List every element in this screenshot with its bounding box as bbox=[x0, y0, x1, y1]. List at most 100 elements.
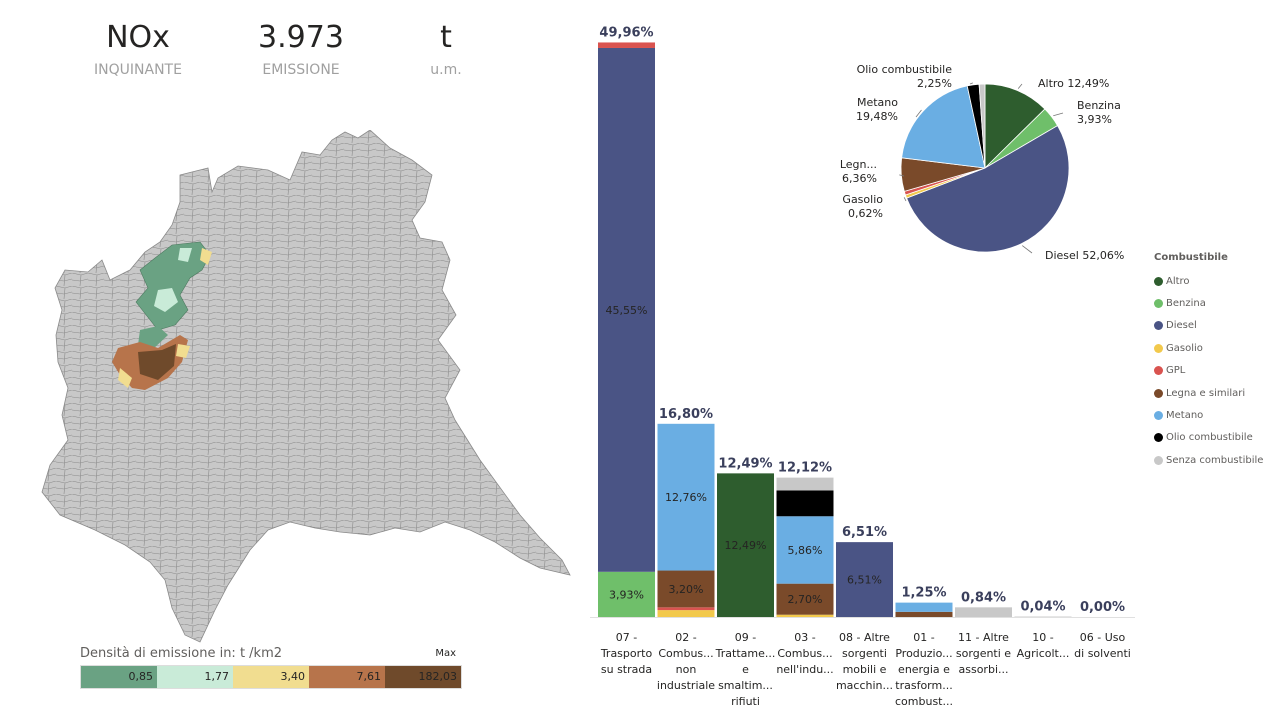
density-legend: Densità di emissione in: t /km2 Max 0,85… bbox=[80, 646, 462, 689]
pie-slice-label: 0,62% bbox=[848, 207, 883, 220]
legend-dot-icon bbox=[1154, 433, 1163, 443]
bar-category-label: macchin... bbox=[836, 679, 893, 692]
bar-category-label: industriale bbox=[657, 679, 715, 692]
bar-segment[interactable] bbox=[776, 477, 834, 491]
bar-total-label: 0,04% bbox=[1020, 600, 1065, 615]
pie-leader-line bbox=[1022, 245, 1033, 254]
bar-segment[interactable] bbox=[955, 607, 1012, 617]
bar-segment[interactable] bbox=[776, 583, 834, 615]
density-legend-title: Densità di emissione in: t /km2 bbox=[80, 646, 283, 661]
pie-slice-label: Olio combustibile bbox=[857, 63, 953, 76]
bar-segment-label: 2,70% bbox=[788, 593, 823, 606]
legend-item[interactable]: GPL bbox=[1154, 360, 1263, 382]
region-map[interactable] bbox=[40, 130, 575, 645]
legend-label: GPL bbox=[1166, 365, 1186, 377]
kpi-um: t u.m. bbox=[366, 18, 526, 78]
pie-slice-label: Legn... bbox=[840, 158, 877, 171]
legend-item[interactable]: Senza combustibile bbox=[1154, 449, 1263, 471]
legend-item[interactable]: Metano bbox=[1154, 404, 1263, 426]
bar-segment[interactable] bbox=[776, 516, 834, 584]
fuel-legend-title: Combustibile bbox=[1154, 252, 1228, 263]
pie-slice-label: Metano bbox=[857, 96, 898, 109]
kpi-inquinante-value: NOx bbox=[106, 20, 170, 55]
pie-slice-label: 3,93% bbox=[1077, 113, 1112, 126]
bar-category-label: 02 - bbox=[675, 631, 696, 644]
legend-item[interactable]: Altro bbox=[1154, 270, 1263, 292]
pie-slice[interactable] bbox=[906, 125, 1070, 253]
legend-label: Olio combustibile bbox=[1166, 432, 1253, 444]
bar-segment[interactable] bbox=[657, 423, 715, 571]
bar-segment[interactable] bbox=[657, 570, 715, 608]
legend-item[interactable]: Benzina bbox=[1154, 292, 1263, 314]
bar-segment[interactable] bbox=[776, 614, 834, 617]
bar-category-label: energia e bbox=[898, 663, 950, 676]
bar-segment[interactable] bbox=[657, 610, 715, 617]
sector-bar-chart[interactable]: 3,93% 45,55% 49,96% 07 - Trasporto su strada 3… bbox=[590, 0, 1150, 720]
legend-label: Gasolio bbox=[1166, 342, 1203, 354]
bar-segment[interactable] bbox=[717, 473, 774, 617]
kpi-inquinante: NOx INQUINANTE bbox=[58, 18, 218, 78]
bar-category-label: 10 - bbox=[1032, 631, 1053, 644]
bar-segment[interactable] bbox=[776, 490, 834, 517]
bar-category-label: smaltim... bbox=[718, 679, 773, 692]
bar-category-label: mobili e bbox=[843, 663, 887, 676]
bar-category-label: rifiuti bbox=[731, 695, 760, 708]
bar-segment[interactable] bbox=[895, 602, 953, 612]
legend-item[interactable]: Diesel bbox=[1154, 315, 1263, 337]
legend-item[interactable]: Gasolio bbox=[1154, 337, 1263, 359]
density-swatch: 0,85 bbox=[81, 666, 157, 688]
bar-segment-label: 3,20% bbox=[669, 583, 704, 596]
legend-dot-icon bbox=[1154, 276, 1163, 286]
pie-slice[interactable] bbox=[978, 83, 986, 169]
bar-segment-label: 3,93% bbox=[609, 588, 644, 601]
legend-item[interactable]: Olio combustibile bbox=[1154, 427, 1263, 449]
bar-category-label: di solventi bbox=[1074, 647, 1131, 660]
pie-slice-label: Altro 12,49% bbox=[1038, 77, 1109, 90]
legend-dot-icon bbox=[1154, 343, 1163, 353]
bar-segment[interactable] bbox=[598, 47, 655, 572]
density-swatch: 7,61 bbox=[309, 666, 385, 688]
bar-total-label: 16,80% bbox=[659, 407, 713, 422]
bar-total-label: 49,96% bbox=[599, 25, 653, 40]
legend-label: Diesel bbox=[1166, 320, 1197, 332]
pie-slice-label: 19,48% bbox=[856, 110, 898, 123]
bar-segment[interactable] bbox=[895, 611, 953, 617]
pie-slice[interactable] bbox=[901, 85, 986, 169]
bar-total-label: 12,49% bbox=[718, 456, 772, 471]
bar-category-label: 01 - bbox=[913, 631, 934, 644]
bar-category-label: sorgenti e bbox=[956, 647, 1011, 660]
kpi-emissione-label: EMISSIONE bbox=[262, 62, 340, 78]
density-legend-max: Max bbox=[435, 648, 456, 659]
bar-category-label: 09 - bbox=[735, 631, 756, 644]
legend-dot-icon bbox=[1154, 299, 1163, 309]
bar-segment[interactable] bbox=[836, 542, 893, 617]
pie-slice-label: 6,36% bbox=[842, 172, 877, 185]
bar-segment-label: 12,49% bbox=[725, 539, 767, 552]
bar-segment-label: 12,76% bbox=[665, 491, 707, 504]
bar-segment[interactable] bbox=[657, 607, 715, 611]
kpi-emissione-value: 3.973 bbox=[258, 20, 344, 55]
bar-total-label: 0,84% bbox=[961, 590, 1006, 605]
bar-category-label: Agricolt... bbox=[1017, 647, 1070, 660]
pie-slice[interactable] bbox=[984, 83, 1046, 169]
pie-leader-line bbox=[899, 174, 905, 177]
fuel-legend-items: Altro Benzina Diesel Gasolio GPL Legna e simi… bbox=[1154, 270, 1263, 472]
bar-category-label: trasform... bbox=[895, 679, 952, 692]
legend-dot-icon bbox=[1154, 388, 1163, 398]
bar-segment[interactable] bbox=[598, 571, 655, 617]
kpi-um-label: u.m. bbox=[430, 62, 462, 78]
legend-item[interactable]: Legna e similari bbox=[1154, 382, 1263, 404]
bar-segment[interactable] bbox=[598, 42, 655, 48]
bar-segment[interactable] bbox=[1014, 616, 1072, 618]
bar-total-label: 1,25% bbox=[901, 586, 946, 601]
legend-dot-icon bbox=[1154, 455, 1163, 465]
legend-label: Metano bbox=[1166, 410, 1204, 422]
density-swatch: 3,40 bbox=[233, 666, 309, 688]
kpi-um-value: t bbox=[440, 20, 452, 55]
legend-dot-icon bbox=[1154, 411, 1163, 421]
bar-category-label: Trasporto bbox=[600, 647, 653, 660]
pie-leader-line bbox=[969, 82, 973, 85]
legend-label: Benzina bbox=[1166, 298, 1206, 310]
pie-slice-label: 2,25% bbox=[917, 77, 952, 90]
